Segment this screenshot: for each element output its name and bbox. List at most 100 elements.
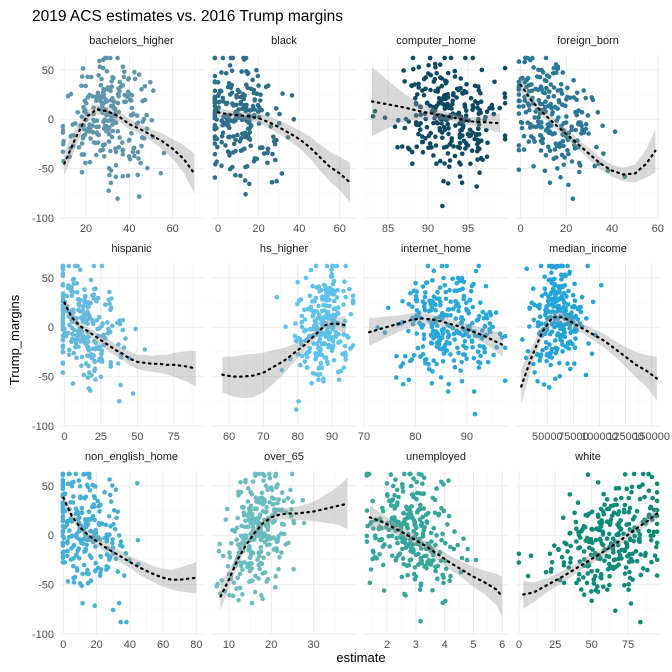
scatter-point (244, 533, 249, 539)
scatter-point (67, 347, 72, 353)
scatter-point (301, 520, 307, 526)
scatter-point (60, 264, 66, 270)
scatter-point (341, 365, 347, 370)
y-axis-label: Trump_margins (7, 294, 22, 385)
scatter-point (240, 567, 245, 572)
x-tick-label: 50000 (532, 431, 563, 443)
scatter-point (87, 488, 93, 493)
scatter-point (442, 106, 448, 111)
confidence-band (369, 505, 503, 617)
scatter-point (90, 320, 96, 326)
scatter-point (385, 493, 390, 499)
scatter-point (293, 321, 298, 326)
scatter-point (613, 497, 618, 502)
scatter-point (487, 321, 493, 326)
scatter-point (380, 562, 386, 568)
scatter-point (516, 111, 522, 116)
x-tick-label: 125000 (607, 431, 644, 443)
scatter-point (556, 115, 561, 120)
scatter-point (520, 337, 525, 342)
scatter-point (575, 500, 581, 506)
scatter-point (601, 511, 607, 517)
scatter-point (369, 519, 374, 525)
scatter-point (438, 558, 444, 564)
scatter-point (481, 344, 486, 349)
scatter-point (216, 105, 221, 110)
scatter-point (626, 582, 631, 587)
scatter-point (568, 530, 573, 536)
scatter-point (81, 152, 87, 157)
scatter-point (93, 98, 99, 103)
scatter-point (590, 527, 595, 532)
scatter-point (627, 536, 633, 541)
scatter-point (589, 95, 595, 100)
scatter-point (456, 113, 462, 118)
scatter-point (553, 350, 559, 356)
scatter-point (60, 503, 66, 509)
scatter-point (279, 171, 285, 176)
scatter-point (237, 571, 243, 577)
scatter-point (247, 108, 253, 113)
scatter-point (265, 576, 271, 582)
scatter-point (350, 299, 356, 305)
scatter-point (113, 556, 119, 561)
scatter-point (318, 360, 324, 366)
scatter-point (561, 143, 566, 149)
scatter-point (586, 511, 592, 517)
scatter-point (546, 144, 551, 150)
scatter-point (565, 549, 570, 554)
scatter-point (279, 367, 285, 373)
scatter-point (457, 145, 463, 151)
scatter-point (457, 121, 462, 126)
scatter-point (560, 515, 566, 521)
scatter-point (75, 516, 81, 521)
scatter-point (86, 509, 92, 514)
scatter-point (420, 150, 426, 155)
scatter-point (77, 581, 83, 586)
scatter-point (502, 333, 508, 339)
scatter-point (536, 67, 541, 73)
scatter-point (443, 566, 449, 572)
y-tick-label: 0 (48, 530, 54, 542)
scatter-point (275, 500, 280, 506)
facet-strip-label: non_english_home (85, 451, 178, 463)
scatter-point (241, 513, 247, 518)
scatter-point (458, 368, 464, 373)
scatter-point (431, 525, 437, 531)
scatter-point (71, 307, 76, 313)
scatter-point (227, 125, 232, 131)
scatter-point (126, 557, 132, 563)
scatter-point (69, 546, 74, 551)
scatter-point (577, 321, 583, 326)
scatter-point (654, 498, 660, 504)
scatter-point (212, 73, 218, 79)
scatter-point (105, 118, 111, 124)
scatter-point (543, 55, 549, 61)
scatter-point (448, 544, 453, 550)
scatter-point (574, 580, 579, 586)
scatter-point (223, 517, 229, 522)
scatter-point (299, 324, 305, 330)
scatter-point (252, 156, 258, 161)
scatter-point (140, 119, 145, 125)
scatter-point (469, 283, 475, 289)
scatter-point (237, 545, 243, 551)
scatter-point (557, 263, 562, 269)
scatter-point (604, 497, 610, 502)
y-tick-label: -100 (32, 213, 54, 225)
scatter-point (76, 145, 82, 150)
scatter-point (108, 554, 113, 560)
scatter-point (97, 358, 102, 363)
scatter-point (444, 263, 450, 269)
scatter-point (69, 293, 75, 299)
scatter-point (379, 536, 385, 542)
scatter-point (482, 117, 488, 123)
scatter-point (561, 304, 566, 310)
scatter-point (647, 512, 652, 518)
scatter-point (497, 105, 503, 111)
scatter-point (441, 102, 446, 107)
scatter-point (453, 303, 459, 309)
scatter-point (423, 75, 429, 80)
scatter-point (135, 149, 141, 155)
